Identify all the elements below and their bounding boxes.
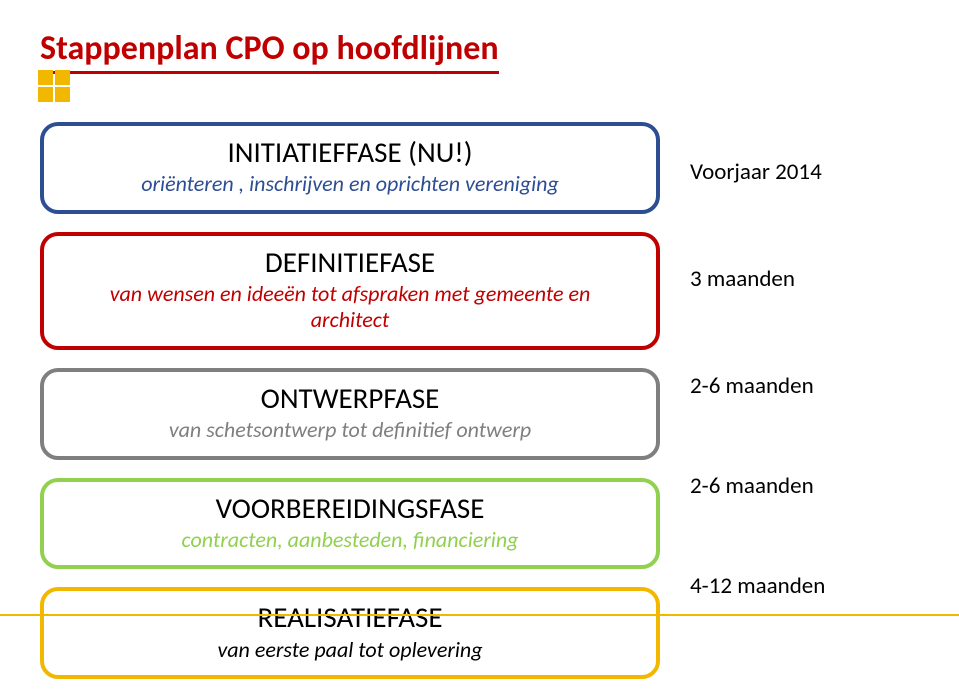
phase-duration: 4-12 maanden [690, 572, 825, 600]
phase-subtitle: van schetsontwerp tot definitief ontwerp [70, 417, 630, 443]
phase-title: VOORBEREIDINGSFASE [70, 492, 630, 525]
footer-line [0, 614, 959, 616]
title-bar: Stappenplan CPO op hoofdlijnen [40, 28, 919, 74]
duration-row: 2-6 maanden [690, 336, 919, 436]
phase-box: REALISATIEFASEvan eerste paal tot opleve… [40, 587, 660, 679]
phase-duration: 2-6 maanden [690, 372, 814, 400]
duration-row: 3 maanden [690, 222, 919, 336]
phase-title: DEFINITIEFASE [70, 246, 630, 279]
duration-row: 2-6 maanden [690, 436, 919, 536]
phase-subtitle: contracten, aanbesteden, financiering [70, 527, 630, 553]
phase-subtitle: van wensen en ideeën tot afspraken met g… [70, 281, 630, 334]
phase-subtitle: van eerste paal tot oplevering [70, 637, 630, 663]
phase-box: ONTWERPFASEvan schetsontwerp tot definit… [40, 368, 660, 460]
phase-title: INITIATIEFFASE (NU!) [70, 136, 630, 169]
durations-column: Voorjaar 2014 3 maanden 2-6 maanden 2-6 maa… [660, 122, 919, 697]
logo-squares-icon [38, 70, 72, 104]
phase-box: VOORBEREIDINGSFASEcontracten, aanbestede… [40, 478, 660, 570]
slide: Stappenplan CPO op hoofdlijnen INITIATIE… [0, 0, 959, 630]
phases-column: INITIATIEFFASE (NU!)oriënteren , inschri… [40, 122, 660, 697]
phase-box: DEFINITIEFASEvan wensen en ideeën tot af… [40, 232, 660, 350]
phase-duration: 2-6 maanden [690, 472, 814, 500]
duration-row: Voorjaar 2014 [690, 122, 919, 222]
phase-title: ONTWERPFASE [70, 382, 630, 415]
page-title: Stappenplan CPO op hoofdlijnen [40, 28, 499, 74]
duration-row: 4-12 maanden [690, 536, 919, 636]
phase-duration: 3 maanden [690, 265, 795, 293]
phase-subtitle: oriënteren , inschrijven en oprichten ve… [70, 171, 630, 197]
phase-box: INITIATIEFFASE (NU!)oriënteren , inschri… [40, 122, 660, 214]
content-row: INITIATIEFFASE (NU!)oriënteren , inschri… [40, 122, 919, 697]
phase-duration: Voorjaar 2014 [690, 158, 822, 186]
